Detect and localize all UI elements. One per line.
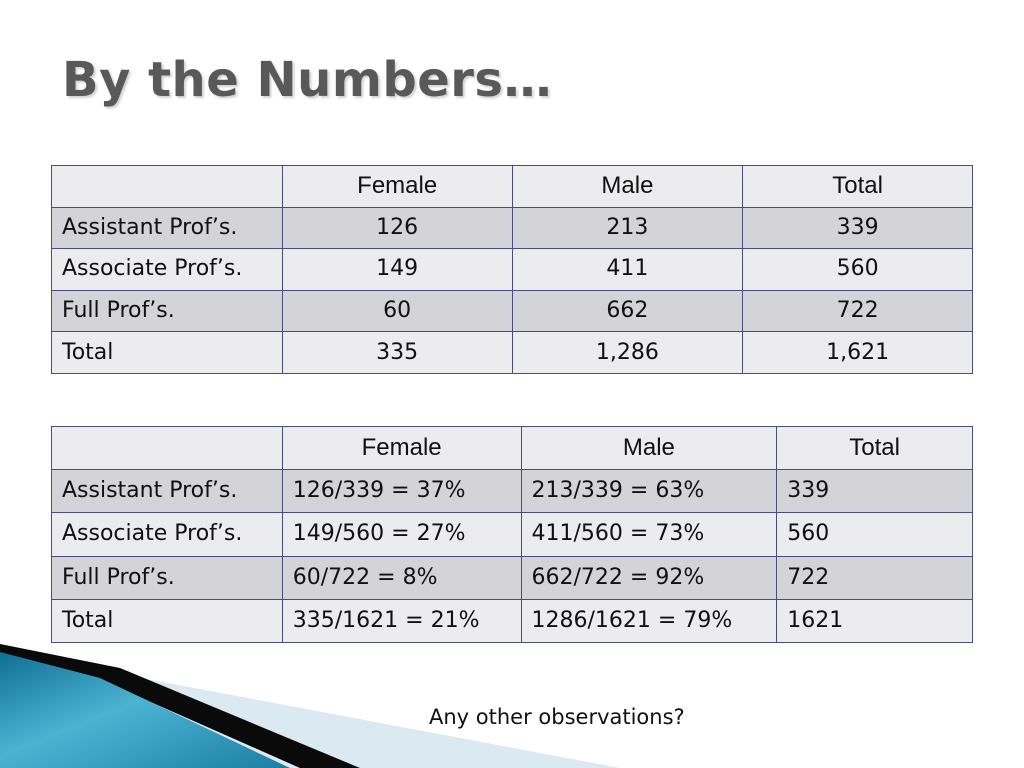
cell-female: 60: [281, 289, 513, 333]
header-cell-male: Male: [520, 425, 778, 471]
swoosh-black-stroke: [0, 644, 360, 768]
cell-male: 662/722 = 92%: [520, 555, 778, 600]
row-label: Total: [51, 598, 283, 643]
header-cell-total: Total: [776, 425, 973, 471]
table-row: Total 335/1621 = 21% 1286/1621 = 79% 162…: [51, 598, 973, 643]
row-label: Associate Prof’s.: [51, 248, 283, 291]
header-cell-female: Female: [281, 165, 513, 208]
cell-female: 126: [281, 206, 513, 250]
cell-male: 213: [511, 206, 744, 250]
cell-female: 126/339 = 37%: [281, 469, 522, 514]
cell-female: 335: [281, 331, 513, 374]
row-label: Full Prof’s.: [51, 289, 283, 333]
cell-total: 339: [776, 469, 973, 514]
table-row: Associate Prof’s. 149/560 = 27% 411/560 …: [51, 512, 973, 557]
row-label: Associate Prof’s.: [51, 512, 283, 557]
row-label: Total: [51, 331, 283, 374]
cell-total: 1621: [776, 598, 973, 643]
header-cell-total: Total: [742, 165, 973, 208]
cell-male: 411: [511, 248, 744, 291]
cell-total: 1,621: [742, 331, 973, 374]
table-row: Total 335 1,286 1,621: [51, 331, 973, 374]
cell-male: 662: [511, 289, 744, 333]
table-row: Full Prof’s. 60 662 722: [51, 289, 973, 333]
header-cell-empty: [51, 425, 283, 471]
table-row: Associate Prof’s. 149 411 560: [51, 248, 973, 291]
cell-female: 335/1621 = 21%: [281, 598, 522, 643]
cell-total: 339: [742, 206, 973, 250]
table-row: Assistant Prof’s. 126/339 = 37% 213/339 …: [51, 469, 973, 514]
row-label: Assistant Prof’s.: [51, 469, 283, 514]
header-cell-male: Male: [511, 165, 744, 208]
cell-female: 149: [281, 248, 513, 291]
observations-prompt: Any other observations?: [429, 705, 685, 729]
percent-table: Female Male Total Assistant Prof’s. 126/…: [51, 425, 973, 643]
header-cell-female: Female: [281, 425, 522, 471]
row-label: Assistant Prof’s.: [51, 206, 283, 250]
cell-total: 560: [776, 512, 973, 557]
cell-female: 60/722 = 8%: [281, 555, 522, 600]
cell-male: 411/560 = 73%: [520, 512, 778, 557]
decorative-corner-swoosh: [0, 644, 620, 768]
cell-male: 1286/1621 = 79%: [520, 598, 778, 643]
table-row: Assistant Prof’s. 126 213 339: [51, 206, 973, 250]
table-row: Full Prof’s. 60/722 = 8% 662/722 = 92% 7…: [51, 555, 973, 600]
slide-title: By the Numbers…: [62, 52, 552, 108]
table-header-row: Female Male Total: [51, 165, 973, 208]
swoosh-blue-shape: [0, 652, 290, 768]
cell-total: 722: [776, 555, 973, 600]
cell-male: 1,286: [511, 331, 744, 374]
cell-male: 213/339 = 63%: [520, 469, 778, 514]
cell-female: 149/560 = 27%: [281, 512, 522, 557]
table-header-row: Female Male Total: [51, 425, 973, 471]
row-label: Full Prof’s.: [51, 555, 283, 600]
cell-total: 722: [742, 289, 973, 333]
cell-total: 560: [742, 248, 973, 291]
counts-table: Female Male Total Assistant Prof’s. 126 …: [51, 165, 973, 374]
header-cell-empty: [51, 165, 283, 208]
